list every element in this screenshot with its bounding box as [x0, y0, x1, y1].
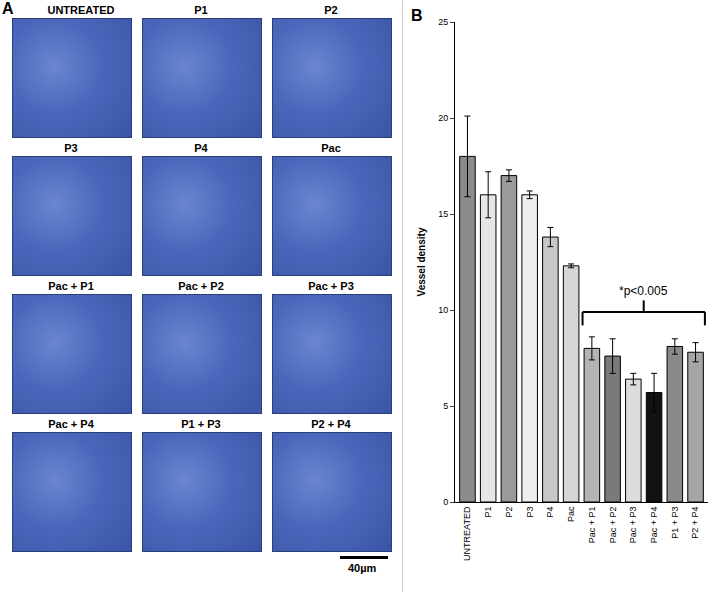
svg-text:Pac + P4: Pac + P4	[649, 507, 659, 544]
svg-text:Pac: Pac	[566, 506, 576, 522]
svg-text:Vessel density: Vessel density	[416, 227, 427, 296]
svg-text:20: 20	[438, 113, 448, 123]
svg-text:*p<0.005: *p<0.005	[619, 284, 668, 298]
svg-text:0: 0	[443, 497, 448, 507]
html-text:P4: P4	[194, 142, 208, 154]
html-text:P2 + P4: P2 + P4	[311, 418, 351, 430]
html-text:Pac + P2: Pac + P2	[178, 280, 224, 292]
html-text:P3: P3	[64, 142, 78, 154]
svg-text:5: 5	[443, 401, 448, 411]
html-text:P2: P2	[324, 4, 338, 16]
svg-text:Pac + P2: Pac + P2	[608, 507, 618, 544]
svg-text:P4: P4	[545, 507, 555, 518]
html-text:Pac + P1: Pac + P1	[48, 280, 94, 292]
svg-text:P2 + P4: P2 + P4	[690, 507, 700, 539]
svg-text:Pac + P1: Pac + P1	[587, 507, 597, 544]
html-text:Pac + P3: Pac + P3	[308, 280, 354, 292]
html-text:UNTREATED: UNTREATED	[47, 4, 115, 16]
svg-text:UNTREATED: UNTREATED	[462, 506, 472, 561]
svg-text:P3: P3	[525, 507, 535, 518]
svg-text:P1: P1	[483, 507, 493, 518]
svg-text:10: 10	[438, 305, 448, 315]
html-text:Pac + P4: Pac + P4	[48, 418, 94, 430]
html-text:A: A	[2, 0, 14, 17]
svg-text:B: B	[411, 7, 423, 24]
html-text:P1 + P3: P1 + P3	[181, 418, 221, 430]
svg-text:P1 + P3: P1 + P3	[670, 507, 680, 539]
html-text:40µm: 40µm	[348, 562, 377, 574]
svg-text:Pac + P3: Pac + P3	[628, 507, 638, 544]
svg-text:P2: P2	[504, 507, 514, 518]
svg-text:25: 25	[438, 17, 448, 27]
svg-text:15: 15	[438, 209, 448, 219]
html-text:Pac: Pac	[321, 142, 341, 154]
html-text:P1: P1	[194, 4, 208, 16]
